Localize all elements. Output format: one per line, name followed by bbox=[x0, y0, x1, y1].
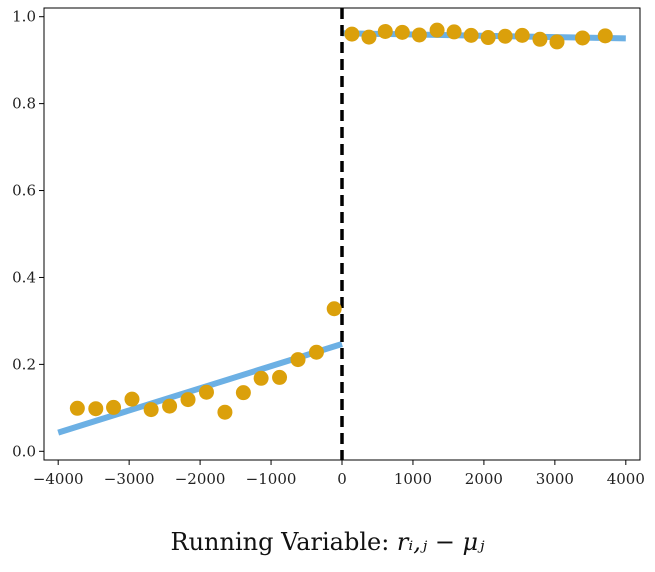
data-point bbox=[143, 402, 159, 418]
data-point bbox=[124, 391, 140, 407]
data-point bbox=[411, 27, 427, 43]
data-point bbox=[272, 369, 288, 385]
x-tick-label: −2000 bbox=[175, 470, 226, 488]
data-point bbox=[575, 30, 591, 46]
data-point bbox=[597, 28, 613, 44]
data-point bbox=[69, 400, 85, 416]
x-tick-label: 2000 bbox=[465, 470, 503, 488]
y-tick-label: 1.0 bbox=[12, 8, 36, 26]
y-tick-label: 0.0 bbox=[12, 442, 36, 460]
x-axis-label-math: rᵢ,ⱼ − μⱼ bbox=[396, 528, 485, 556]
data-point bbox=[463, 27, 479, 43]
x-axis-label: Running Variable: rᵢ,ⱼ − μⱼ bbox=[0, 528, 655, 556]
data-point bbox=[549, 34, 565, 50]
data-point bbox=[532, 31, 548, 47]
data-point bbox=[514, 27, 530, 43]
data-point bbox=[497, 28, 513, 44]
y-tick-label: 0.4 bbox=[12, 268, 36, 286]
x-tick-label: −4000 bbox=[33, 470, 84, 488]
data-point bbox=[106, 399, 122, 415]
data-point bbox=[235, 385, 251, 401]
data-point bbox=[308, 344, 324, 360]
x-tick-label: 1000 bbox=[394, 470, 432, 488]
y-tick-label: 0.2 bbox=[12, 355, 36, 373]
x-tick-label: −1000 bbox=[246, 470, 297, 488]
x-tick-label: 3000 bbox=[536, 470, 574, 488]
data-point bbox=[198, 384, 214, 400]
data-point bbox=[361, 29, 377, 45]
data-point bbox=[162, 398, 178, 414]
data-point bbox=[180, 392, 196, 408]
data-point bbox=[377, 23, 393, 39]
x-tick-label: 0 bbox=[337, 470, 347, 488]
data-point bbox=[217, 404, 233, 420]
x-tick-label: −3000 bbox=[104, 470, 155, 488]
data-point bbox=[290, 352, 306, 368]
y-tick-label: 0.8 bbox=[12, 95, 36, 113]
data-point bbox=[429, 22, 445, 38]
data-point bbox=[394, 24, 410, 40]
data-point bbox=[326, 301, 342, 317]
data-point bbox=[480, 30, 496, 46]
data-point bbox=[88, 401, 104, 417]
data-point bbox=[253, 370, 269, 386]
data-point bbox=[446, 24, 462, 40]
x-axis-label-text: Running Variable: bbox=[170, 528, 397, 556]
y-tick-label: 0.6 bbox=[12, 182, 36, 200]
x-tick-label: 4000 bbox=[607, 470, 645, 488]
data-point bbox=[344, 26, 360, 42]
